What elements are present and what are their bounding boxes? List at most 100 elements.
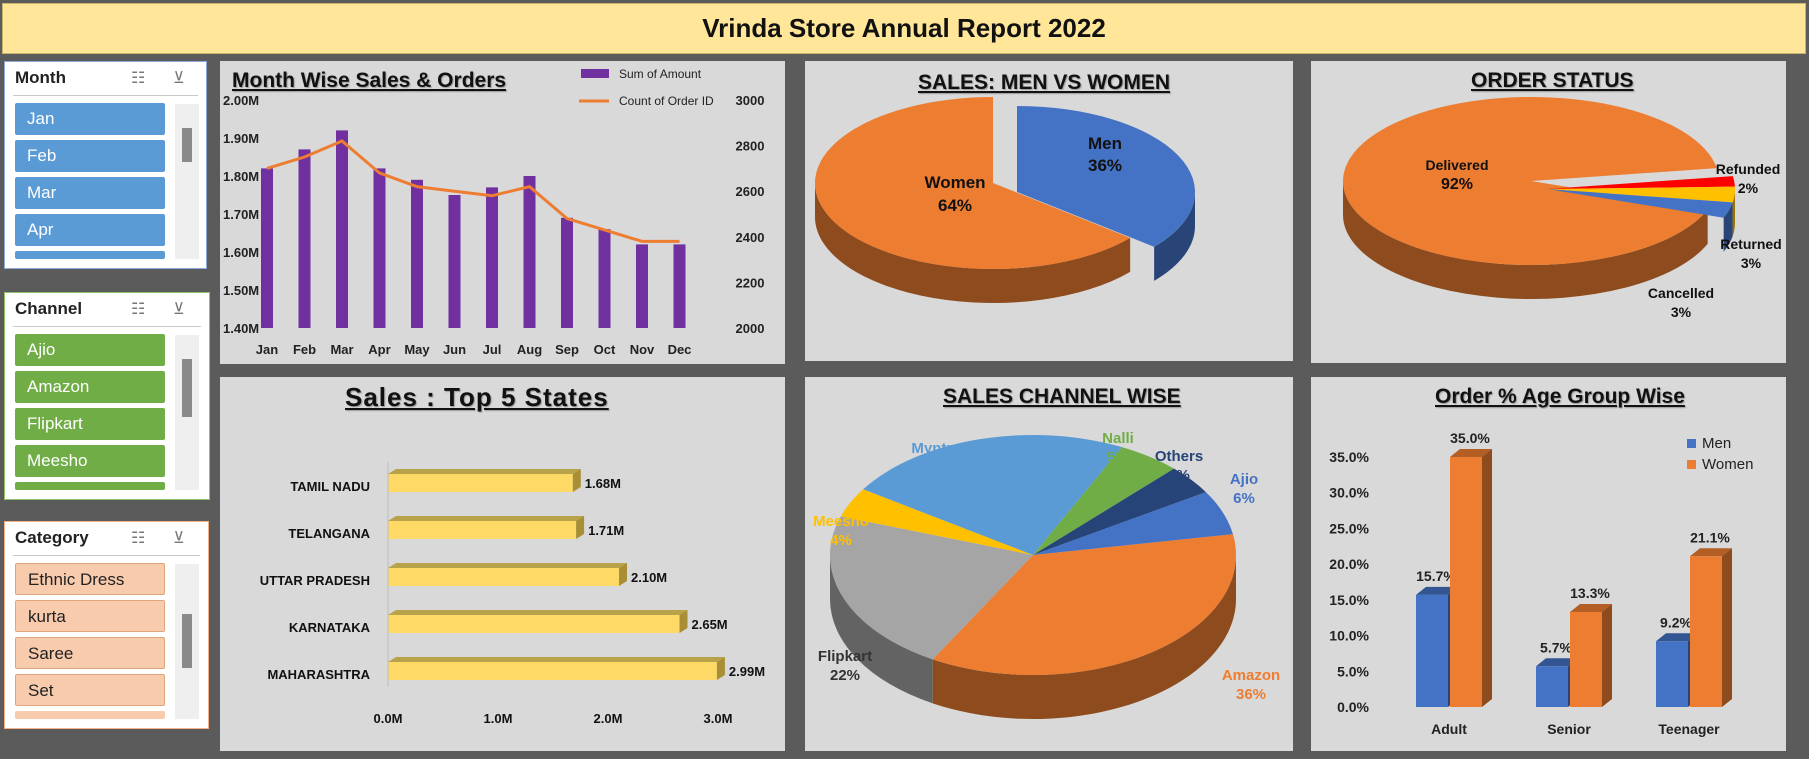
month-wise-chart-title: Month Wise Sales & Orders (232, 69, 507, 92)
slicer-item-set[interactable]: Set (15, 674, 165, 706)
status-label: Returned (1720, 236, 1781, 252)
men-women-chart-panel[interactable]: SALES: MEN VS WOMEN Men 36% Women 64% (805, 61, 1293, 361)
slicer-item-ethnic-dress[interactable]: Ethnic Dress (15, 563, 165, 595)
month-sales-bar (673, 244, 686, 328)
channel-pct: 6% (1233, 490, 1255, 507)
slicer-item-apr[interactable]: Apr (15, 214, 165, 246)
scrollbar-thumb[interactable] (182, 359, 192, 417)
month-axis-label: Apr (368, 342, 390, 357)
slicer-item-partial[interactable] (15, 482, 165, 490)
channel-slice (830, 516, 1033, 660)
month-sales-bar (598, 229, 611, 328)
state-bar-top (388, 563, 627, 568)
channel-slicer[interactable]: Channel ☷ ⊻ Ajio Amazon Flipkart Meesho (4, 292, 210, 500)
slicer-item-jan[interactable]: Jan (15, 103, 165, 135)
channel-slice-side (932, 555, 1236, 719)
multi-select-icon[interactable]: ☷ (131, 70, 146, 87)
channel-slice (1033, 468, 1206, 555)
left-axis-tick: 1.90M (223, 131, 259, 146)
slicer-item-ajio[interactable]: Ajio (15, 334, 165, 366)
channel-slice (1033, 447, 1175, 555)
slicer-item-saree[interactable]: Saree (15, 637, 165, 669)
state-bar-top (388, 610, 688, 615)
channel-slice (863, 435, 1122, 555)
top-states-chart-panel[interactable]: Sales : Top 5 States TAMIL NADU 1.68M TELA… (220, 377, 785, 751)
slicer-item-amazon[interactable]: Amazon (15, 371, 165, 403)
multi-select-icon[interactable]: ☷ (131, 301, 146, 318)
month-slicer-label: Month (15, 68, 66, 87)
age-value-label: 9.2% (1660, 614, 1692, 630)
month-axis-label: Dec (668, 342, 692, 357)
slicer-scrollbar[interactable] (175, 564, 199, 719)
right-axis-tick: 2800 (736, 139, 765, 154)
month-wise-chart: 1.40M 1.50M 1.60M 1.70M 1.80M 1.90M 2.00M 2000 2… (223, 67, 765, 357)
status-pct: 2% (1738, 180, 1759, 196)
status-label: Delivered (1425, 157, 1488, 173)
slicer-item-kurta[interactable]: kurta (15, 600, 165, 632)
month-sales-bar (561, 217, 573, 328)
left-axis-tick: 1.60M (223, 245, 259, 260)
month-slicer[interactable]: Month ☷ ⊻ Jan Feb Mar Apr (4, 61, 207, 269)
men-pct: 36% (1088, 156, 1122, 175)
scrollbar-thumb[interactable] (182, 128, 192, 162)
slicer-item-feb[interactable]: Feb (15, 140, 165, 172)
slicer-item-partial[interactable] (15, 711, 165, 719)
status-pct: 3% (1671, 304, 1692, 320)
legend-label-amount: Sum of Amount (619, 67, 702, 81)
status-slice (1547, 176, 1735, 189)
left-axis-tick: 1.50M (223, 283, 259, 298)
channel-label: Others (1155, 448, 1203, 465)
age-value-label: 13.3% (1570, 585, 1610, 601)
month-sales-bar (336, 130, 348, 328)
left-axis-tick: 1.80M (223, 169, 259, 184)
clear-filter-icon[interactable]: ⊻ (173, 530, 185, 547)
order-status-chart-panel[interactable]: ORDER STATUS Delivered 92% Refunded 2% Retur… (1311, 61, 1786, 363)
report-title: Vrinda Store Annual Report 2022 (2, 3, 1806, 54)
age-bar-side (1602, 604, 1612, 707)
state-bar (388, 662, 717, 680)
category-slicer[interactable]: Category ☷ ⊻ Ethnic Dress kurta Saree Se… (4, 521, 209, 729)
scrollbar-thumb[interactable] (182, 614, 192, 668)
month-axis-label: Jul (483, 342, 502, 357)
slicer-scrollbar[interactable] (175, 335, 199, 490)
slicer-item-partial[interactable] (15, 251, 165, 259)
gender-slice-side (815, 183, 1131, 303)
state-bar-top (388, 657, 725, 662)
gender-slice (1017, 106, 1195, 247)
state-bar-side (576, 516, 585, 539)
month-axis-label: Jan (256, 342, 278, 357)
state-label: TAMIL NADU (290, 479, 370, 494)
channel-pct: 36% (1236, 686, 1266, 703)
state-value-label: 2.99M (729, 664, 765, 679)
slicer-item-flipkart[interactable]: Flipkart (15, 408, 165, 440)
state-label: UTTAR PRADESH (260, 573, 370, 588)
state-bar-side (619, 563, 627, 586)
age-axis-tick: 10.0% (1329, 628, 1369, 644)
channel-wise-chart-panel[interactable]: SALES CHANNEL WISE Amazon 36% Flipkart 22% M… (805, 377, 1293, 751)
age-group-chart: 0.0% 5.0% 10.0% 15.0% 20.0% 25.0% 30.0% 35.0% 15… (1329, 430, 1753, 737)
legend-swatch-amount (581, 69, 609, 78)
channel-wise-chart-title: SALES CHANNEL WISE (943, 385, 1181, 408)
month-wise-chart-panel[interactable]: Month Wise Sales & Orders 1.40M 1.50M 1.60… (220, 61, 785, 364)
clear-filter-icon[interactable]: ⊻ (173, 70, 185, 87)
age-bar-side (1722, 548, 1732, 707)
state-bar (388, 521, 577, 539)
slicer-item-meesho[interactable]: Meesho (15, 445, 165, 477)
left-axis-tick: 1.40M (223, 321, 259, 336)
slicer-item-mar[interactable]: Mar (15, 177, 165, 209)
age-bar (1450, 457, 1482, 707)
right-axis-tick: 2400 (736, 230, 765, 245)
age-bar (1690, 556, 1722, 707)
men-women-chart: Men 36% Women 64% (815, 97, 1195, 303)
month-axis-label: Oct (594, 342, 616, 357)
month-sales-bar (636, 244, 648, 328)
clear-filter-icon[interactable]: ⊻ (173, 301, 185, 318)
slicer-scrollbar[interactable] (175, 104, 199, 259)
state-value-label: 1.68M (585, 476, 621, 491)
age-group-chart-panel[interactable]: Order % Age Group Wise 0.0% 5.0% 10.0% 15.0… (1311, 377, 1786, 751)
channel-slice-side (830, 555, 933, 704)
month-sales-bar (486, 187, 498, 328)
multi-select-icon[interactable]: ☷ (131, 530, 146, 547)
state-value-label: 2.65M (692, 617, 728, 632)
channel-pct: 22% (830, 667, 860, 684)
